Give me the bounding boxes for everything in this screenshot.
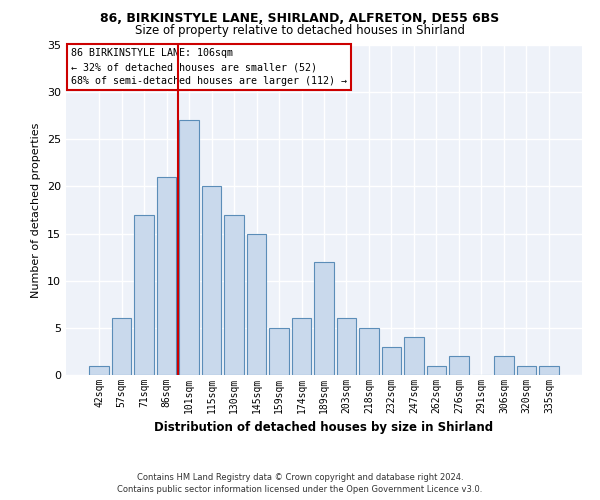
Bar (112, 318, 131, 375)
Bar (382, 346, 401, 375)
Bar (449, 356, 469, 375)
Bar (89, 366, 109, 375)
Text: 86, BIRKINSTYLE LANE, SHIRLAND, ALFRETON, DE55 6BS: 86, BIRKINSTYLE LANE, SHIRLAND, ALFRETON… (100, 12, 500, 26)
Bar (517, 366, 536, 375)
Text: Size of property relative to detached houses in Shirland: Size of property relative to detached ho… (135, 24, 465, 37)
Bar (337, 318, 356, 375)
Text: Contains HM Land Registry data © Crown copyright and database right 2024.
Contai: Contains HM Land Registry data © Crown c… (118, 472, 482, 494)
Bar (224, 214, 244, 375)
Bar (404, 338, 424, 375)
Bar (539, 366, 559, 375)
Bar (134, 214, 154, 375)
Bar (427, 366, 446, 375)
Bar (157, 177, 176, 375)
Bar (247, 234, 266, 375)
Bar (359, 328, 379, 375)
X-axis label: Distribution of detached houses by size in Shirland: Distribution of detached houses by size … (154, 422, 494, 434)
Bar (202, 186, 221, 375)
Text: 86 BIRKINSTYLE LANE: 106sqm
← 32% of detached houses are smaller (52)
68% of sem: 86 BIRKINSTYLE LANE: 106sqm ← 32% of det… (71, 48, 347, 86)
Bar (269, 328, 289, 375)
Bar (179, 120, 199, 375)
Bar (494, 356, 514, 375)
Bar (314, 262, 334, 375)
Bar (292, 318, 311, 375)
Y-axis label: Number of detached properties: Number of detached properties (31, 122, 41, 298)
